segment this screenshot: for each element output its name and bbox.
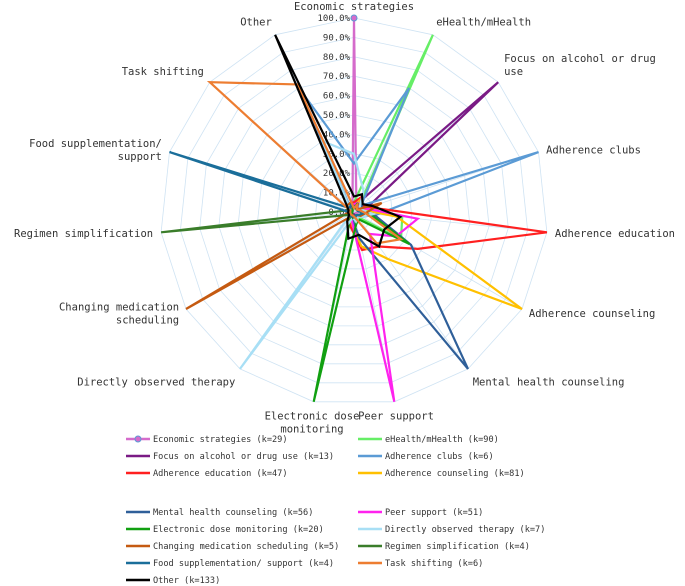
series-line [350,17,360,219]
series-line [169,151,367,220]
legend-entry: eHealth/mHealth (k=90) [385,435,499,445]
axis-label: Regimen simplification [14,228,153,240]
axis-label: Electronic dose monitoring [265,411,360,436]
axis-label: Peer support [358,411,434,423]
legend-entry: Focus on alcohol or drug use (k=13) [153,452,334,462]
axis-label: Changing medication scheduling [59,302,179,327]
tick-label: 90.0% [323,33,351,43]
axis-label: eHealth/mHealth [436,17,531,29]
tick-label: 30.0% [323,150,351,160]
axis-label: Task shifting [122,66,204,78]
series-line [312,202,411,403]
legend-entry: Adherence counseling (k=81) [385,469,525,479]
axis-label: Other [240,17,272,29]
axis-label: Focus on alcohol or drug use [504,53,656,78]
axis-label: Adherence clubs [546,145,641,157]
legend-entry: Mental health counseling (k=56) [153,508,313,518]
tick-label: 10.0% [323,189,351,199]
series-line [274,34,403,249]
legend-entry: Food supplementation/ support (k=4) [153,559,334,569]
grid-ring [314,172,394,251]
tick-label: 100.0% [317,14,350,24]
legend-entry: Changing medication scheduling (k=5) [153,542,339,552]
tick-label: 70.0% [323,72,351,82]
legend-entry: Regimen simplification (k=4) [385,542,530,552]
grid-ring [160,17,548,403]
legend-entry: Electronic dose monitoring (k=20) [153,525,324,535]
axis-labels: Economic strategies eHealth/mHealth Focus … [14,1,675,436]
legend: Economic strategies (k=29) eHealth/mHealt… [126,435,545,586]
grid-ring [199,56,509,365]
legend-entry: Economic strategies (k=29) [153,435,288,445]
axis-label: Adherence education [555,228,675,240]
legend-entry: Other (k=133) [153,576,220,586]
axis-label: Adherence counseling [529,308,655,320]
tick-label: 0.0% [328,208,350,218]
grid-ring [257,114,451,308]
axis-label: Economic strategies [294,1,414,13]
grid-ring [295,153,413,270]
legend-entry: Peer support (k=51) [385,508,483,518]
tick-label: 50.0% [323,111,351,121]
axis-label: Directly observed therapy [77,376,235,388]
grid-ring [218,75,490,346]
tick-label: 40.0% [323,130,351,140]
series-lines [160,14,548,403]
grid-ring [179,36,529,384]
tick-label: 60.0% [323,92,351,102]
legend-entry: Adherence clubs (k=6) [385,452,494,462]
axis-label: Mental health counseling [473,376,625,388]
tick-labels: 0.0%10.0%20.0%30.0%40.0%50.0%60.0%70.0%8… [317,14,350,218]
grid-ring [237,95,471,327]
series-marker [350,14,358,22]
series-line [206,81,404,245]
legend-entry: Task shifting (k=6) [385,559,483,569]
legend-marker [134,435,142,443]
legend-entry: Adherence education (k=47) [153,469,288,479]
legend-entry: Directly observed therapy (k=7) [385,525,545,535]
tick-label: 80.0% [323,53,351,63]
axis-label: Food supplementation/support [29,138,162,163]
grid-ring [276,133,432,289]
